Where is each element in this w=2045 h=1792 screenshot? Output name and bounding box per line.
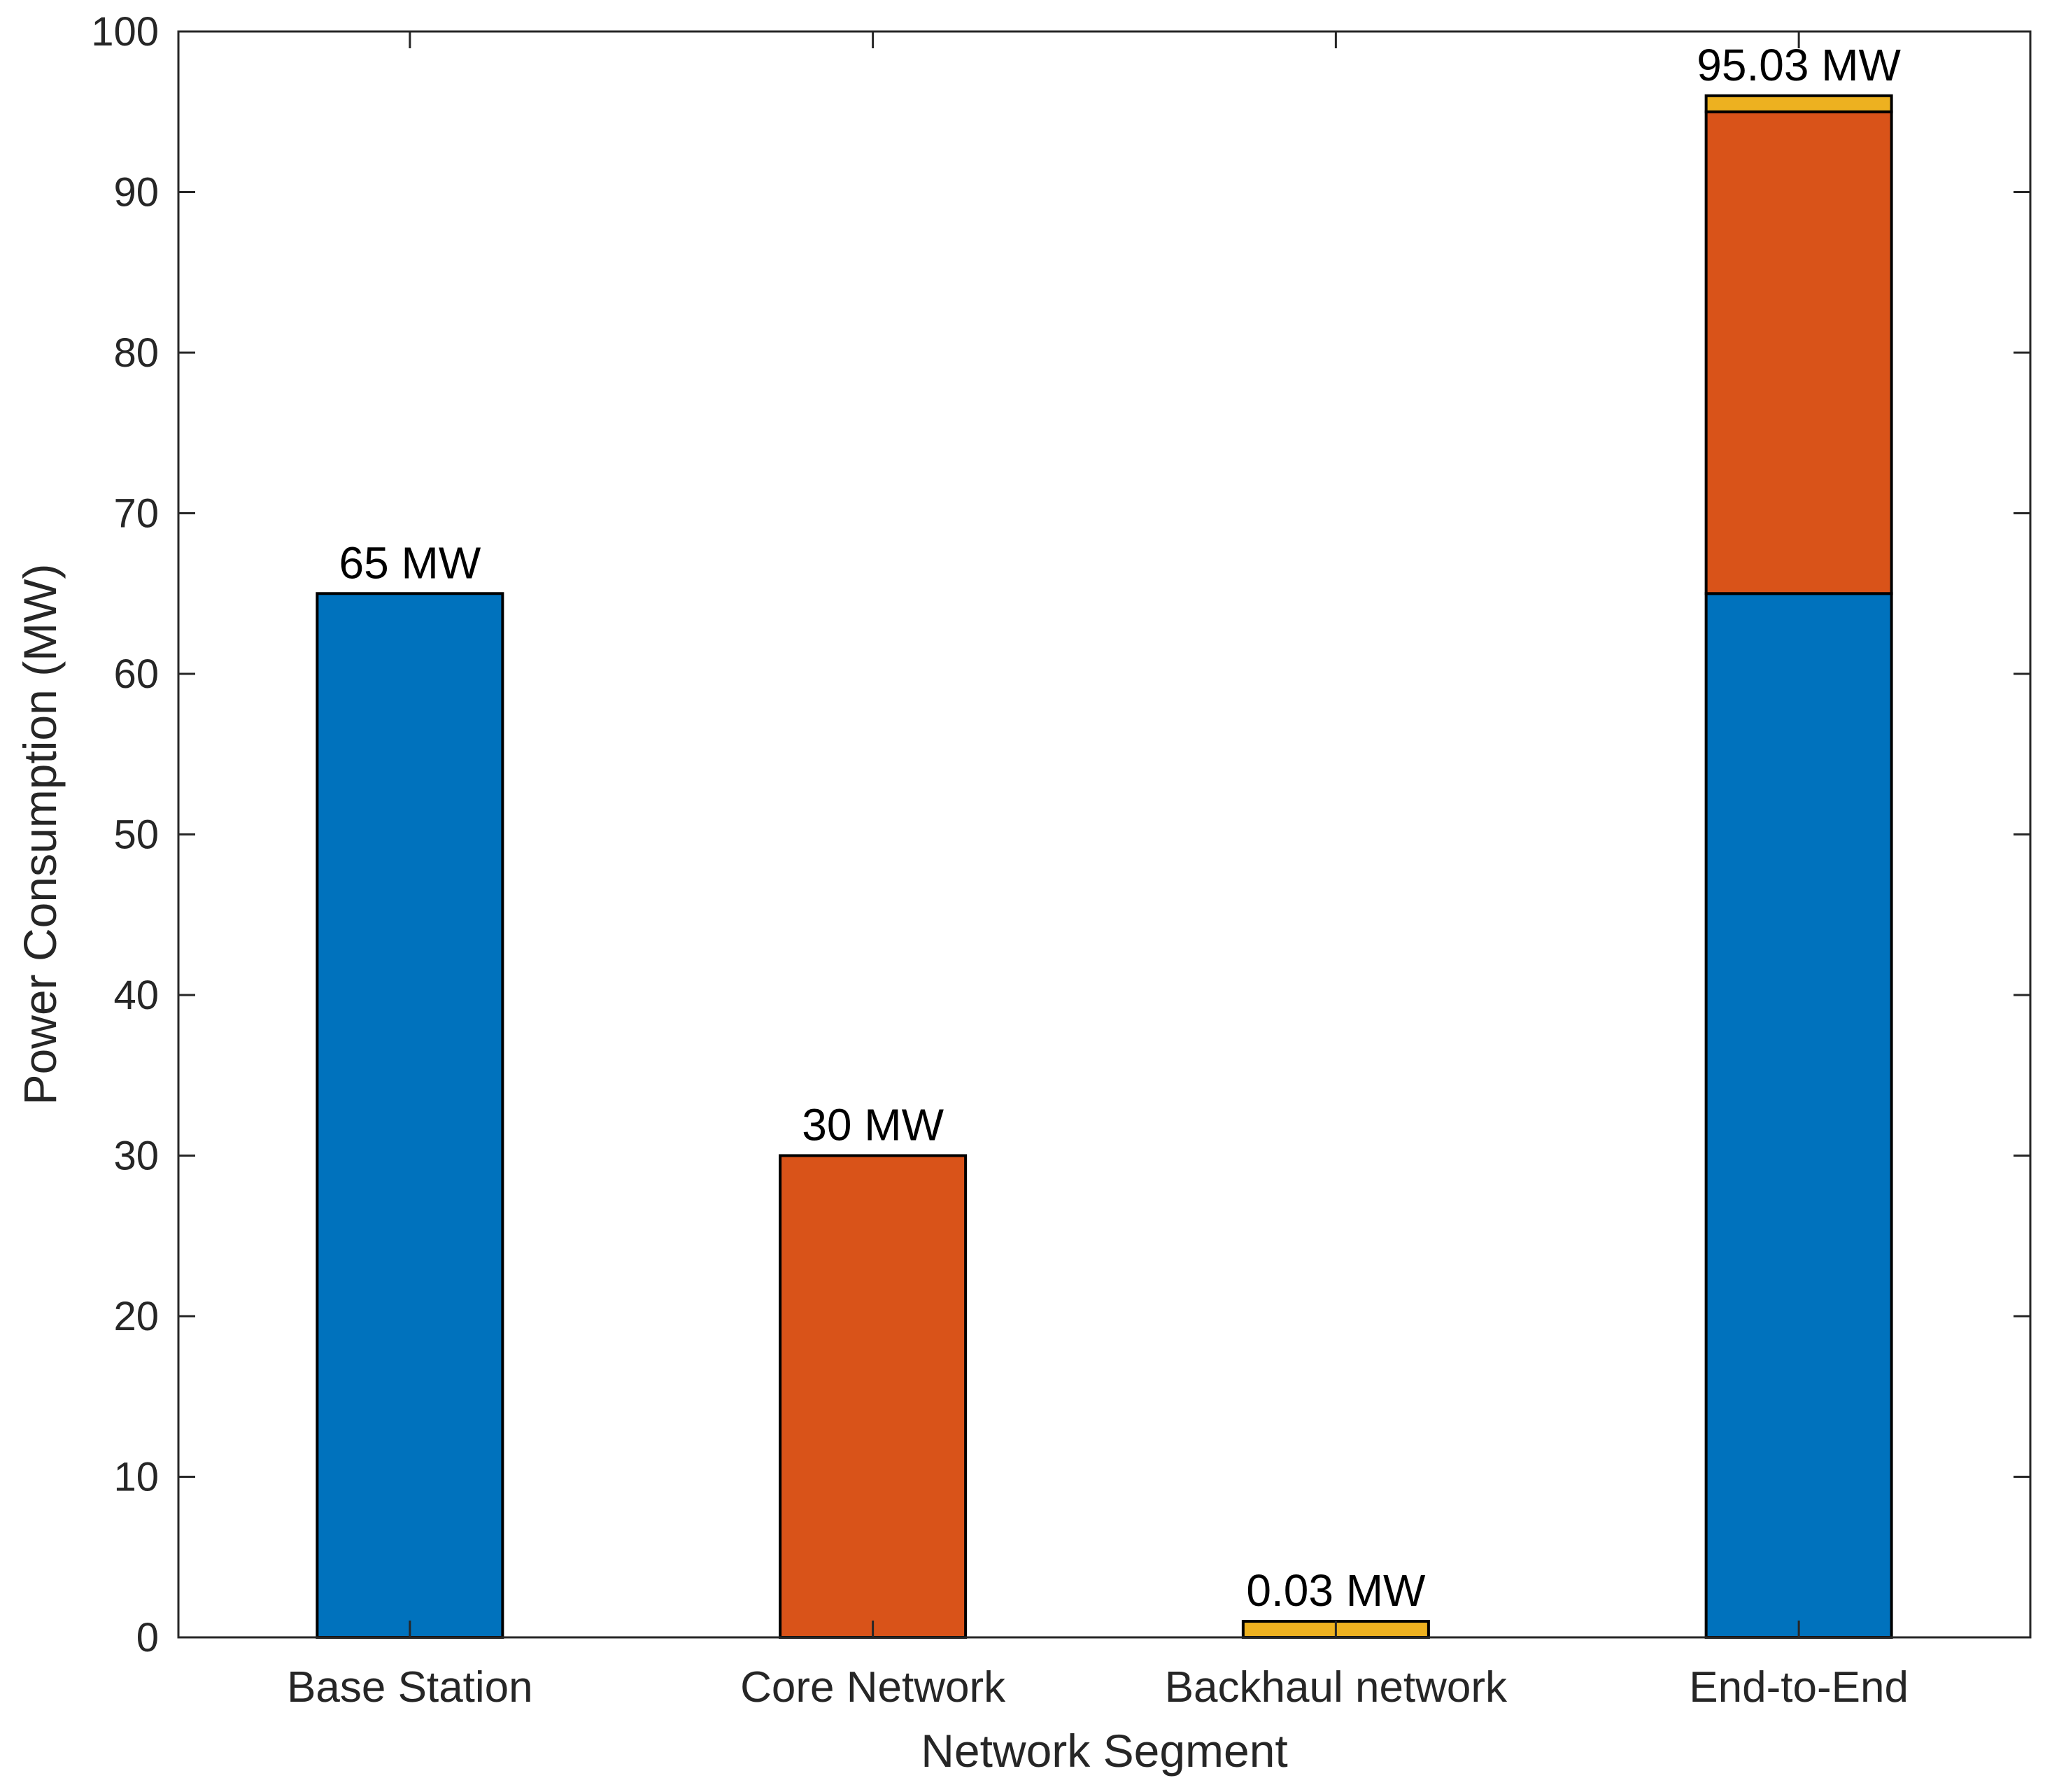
data-label-1: 30 MW [802, 1100, 944, 1150]
bar-1-series-1 [779, 1154, 968, 1639]
y-tick-label-3: 30 [113, 1134, 159, 1179]
y-tick-label-5: 50 [113, 812, 159, 858]
bar-3-series-0 [1704, 592, 1893, 1639]
data-label-0: 65 MW [339, 537, 481, 588]
y-tick-label-10: 100 [91, 9, 159, 55]
y-tick-label-2: 20 [113, 1294, 159, 1339]
data-label-3: 95.03 MW [1697, 40, 1901, 90]
ticks-layer: 0 10 20 30 40 50 60 70 80 90 100 [91, 9, 2030, 1660]
x-tick-label-2: Backhaul network [1165, 1663, 1508, 1712]
x-tick-label-1: Core Network [740, 1663, 1006, 1712]
y-tick-label-9: 90 [113, 170, 159, 216]
y-tick-label-7: 70 [113, 491, 159, 537]
labels-layer: Base Station 65 MW Core Network 30 MW Backha… [287, 40, 1909, 1712]
y-tick-label-1: 10 [113, 1455, 159, 1500]
y-tick-label-0: 0 [136, 1615, 159, 1660]
x-tick-label-0: Base Station [287, 1663, 533, 1712]
y-tick-label-4: 40 [113, 973, 159, 1018]
x-tick-label-3: End-to-End [1689, 1663, 1909, 1712]
bar-3-series-2 [1704, 94, 1893, 113]
bars-layer [316, 94, 1893, 1639]
x-axis-title: Network Segment [921, 1725, 1288, 1777]
data-label-2: 0.03 MW [1246, 1565, 1426, 1616]
y-tick-label-8: 80 [113, 330, 159, 376]
y-axis-title: Power Consumption (MW) [14, 564, 66, 1106]
bar-0-series-0 [316, 592, 504, 1639]
bar-3-series-1 [1704, 110, 1893, 595]
y-tick-label-6: 60 [113, 651, 159, 697]
